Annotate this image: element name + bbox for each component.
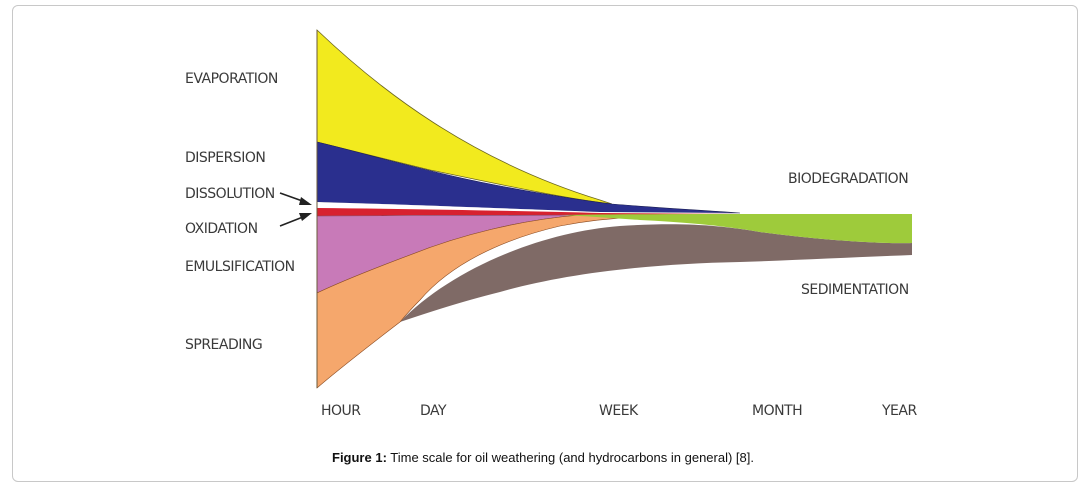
label-emulsification: EMULSIFICATION bbox=[185, 259, 295, 275]
label-sedimentation: SEDIMENTATION bbox=[801, 282, 909, 298]
caption-text: Time scale for oil weathering (and hydro… bbox=[386, 450, 754, 465]
band-spreading bbox=[316, 214, 641, 389]
time-label-week: WEEK bbox=[599, 403, 639, 419]
label-oxidation: OXIDATION bbox=[185, 221, 258, 237]
band-sedimentation bbox=[400, 224, 912, 322]
caption-label: Figure 1: bbox=[332, 450, 387, 465]
label-dispersion: DISPERSION bbox=[185, 150, 265, 166]
time-label-day: DAY bbox=[420, 403, 447, 419]
band-dissolution bbox=[317, 202, 740, 213]
figure-frame bbox=[12, 5, 1078, 482]
label-dissolution: DISSOLUTION bbox=[185, 186, 275, 202]
oxidation-arrow-icon bbox=[279, 213, 312, 227]
figure-caption: Figure 1: Time scale for oil weathering … bbox=[0, 450, 1086, 465]
label-spreading: SPREADING bbox=[185, 337, 262, 353]
time-label-year: YEAR bbox=[881, 403, 917, 419]
band-biodegradation bbox=[560, 214, 912, 244]
label-evaporation: EVAPORATION bbox=[185, 71, 278, 87]
label-biodegradation: BIODEGRADATION bbox=[788, 171, 908, 187]
dissolution-arrow-icon bbox=[279, 192, 312, 205]
time-label-hour: HOUR bbox=[321, 403, 361, 419]
time-label-month: MONTH bbox=[752, 403, 802, 419]
band-oxidation bbox=[317, 208, 740, 216]
